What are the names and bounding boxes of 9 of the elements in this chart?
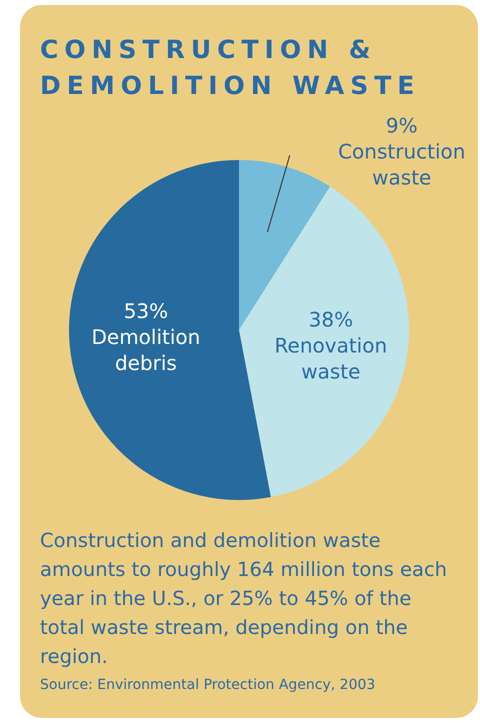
- slice-label: Renovation waste: [274, 334, 388, 384]
- chart-title: CONSTRUCTION & DEMOLITION WASTE: [40, 34, 422, 102]
- slice-label: Demolition debris: [91, 325, 200, 375]
- data-label: 38%: [308, 308, 354, 332]
- source-note: Source: Environmental Protection Agency, 2003: [40, 677, 376, 693]
- data-label: 53%: [124, 299, 168, 323]
- data-label: 9%: [386, 114, 418, 138]
- slice-label: Construction waste: [338, 140, 466, 190]
- text: Construction and demolition waste amounts to roughly 164 million tons each year in the U.S., or 25% to 45% of the total waste stream, depending on the region.: [40, 528, 448, 670]
